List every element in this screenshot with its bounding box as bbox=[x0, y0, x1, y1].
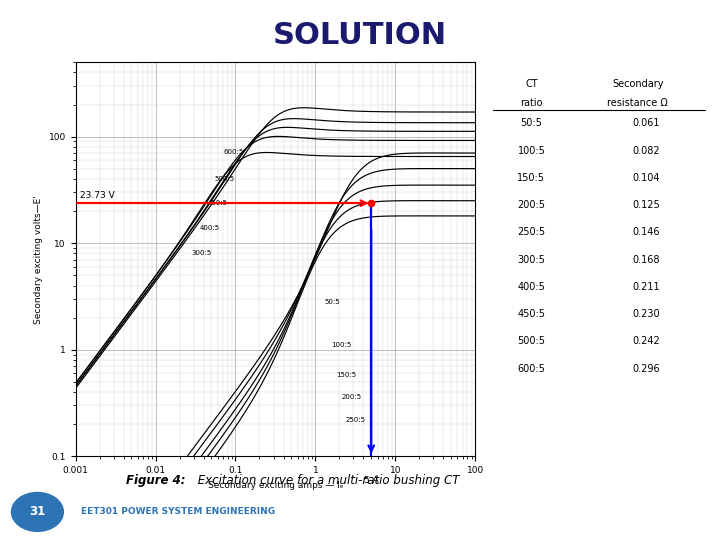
Text: 0.242: 0.242 bbox=[632, 336, 660, 346]
Text: 200:5: 200:5 bbox=[518, 200, 546, 210]
Text: 300:5: 300:5 bbox=[192, 251, 212, 256]
Text: 450:5: 450:5 bbox=[208, 200, 228, 206]
Text: ratio: ratio bbox=[520, 98, 543, 108]
Text: 0.061: 0.061 bbox=[632, 118, 660, 129]
Y-axis label: Secondary exciting volts—E': Secondary exciting volts—E' bbox=[34, 195, 43, 323]
Text: CT: CT bbox=[525, 79, 538, 89]
Text: 0.168: 0.168 bbox=[632, 254, 660, 265]
Text: SOLUTION: SOLUTION bbox=[273, 21, 447, 50]
Text: 450:5: 450:5 bbox=[518, 309, 546, 319]
Text: 0.146: 0.146 bbox=[632, 227, 660, 237]
Text: 31: 31 bbox=[30, 505, 45, 518]
Text: resistance Ω: resistance Ω bbox=[607, 98, 668, 108]
Text: 5 A: 5 A bbox=[364, 476, 379, 485]
Text: 150:5: 150:5 bbox=[518, 173, 546, 183]
Text: 150:5: 150:5 bbox=[337, 372, 357, 378]
Text: 0.230: 0.230 bbox=[632, 309, 660, 319]
Text: 0.211: 0.211 bbox=[632, 282, 660, 292]
Text: 500:5: 500:5 bbox=[518, 336, 546, 346]
Text: 250:5: 250:5 bbox=[346, 417, 366, 423]
Text: 600:5: 600:5 bbox=[518, 363, 545, 374]
Circle shape bbox=[12, 492, 63, 531]
Text: 400:5: 400:5 bbox=[200, 225, 220, 231]
Text: Secondary: Secondary bbox=[612, 79, 663, 89]
Text: 0.296: 0.296 bbox=[632, 363, 660, 374]
Text: 100:5: 100:5 bbox=[518, 146, 545, 156]
Text: EET301 POWER SYSTEM ENGINEERING: EET301 POWER SYSTEM ENGINEERING bbox=[81, 508, 275, 516]
Text: 250:5: 250:5 bbox=[518, 227, 546, 237]
Text: 500:5: 500:5 bbox=[215, 176, 235, 182]
Text: 0.082: 0.082 bbox=[632, 146, 660, 156]
Text: 300:5: 300:5 bbox=[518, 254, 545, 265]
Text: 23.73 V: 23.73 V bbox=[81, 191, 115, 200]
Text: 50:5: 50:5 bbox=[521, 118, 542, 129]
Text: 0.125: 0.125 bbox=[632, 200, 660, 210]
Text: 200:5: 200:5 bbox=[341, 394, 361, 400]
Text: 50:5: 50:5 bbox=[325, 299, 340, 305]
Text: Excitation curve for a multi-ratio bushing CT: Excitation curve for a multi-ratio bushi… bbox=[194, 474, 460, 487]
Text: 600:5: 600:5 bbox=[223, 149, 243, 155]
X-axis label: Secondary exciting amps — Iₑ: Secondary exciting amps — Iₑ bbox=[207, 481, 343, 490]
Text: 0.104: 0.104 bbox=[632, 173, 660, 183]
Text: 100:5: 100:5 bbox=[332, 342, 352, 348]
Text: Figure 4:: Figure 4: bbox=[126, 474, 186, 487]
Text: 400:5: 400:5 bbox=[518, 282, 545, 292]
